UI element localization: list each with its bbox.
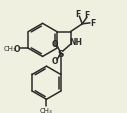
Text: O: O [52,57,58,66]
Text: CH₃: CH₃ [40,107,53,113]
Text: O: O [13,44,20,53]
Text: F: F [84,11,90,19]
Text: CH₃: CH₃ [3,46,16,52]
Text: O: O [52,39,58,48]
Text: NH: NH [69,38,82,46]
Text: F: F [90,19,96,28]
Text: F: F [76,9,81,18]
Text: S: S [58,49,64,58]
